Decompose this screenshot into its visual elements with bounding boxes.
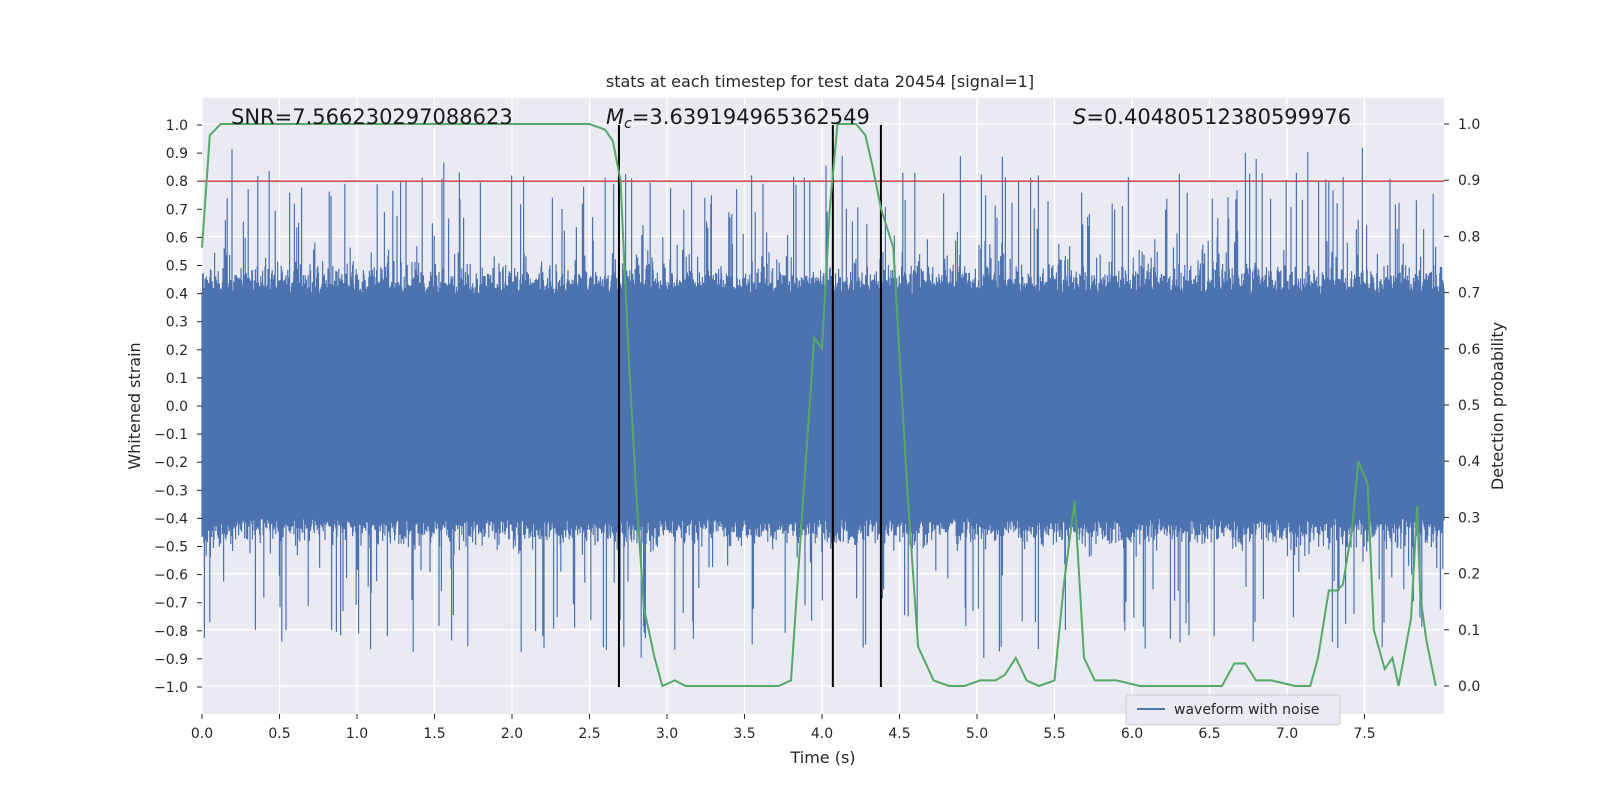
y2-tick-label: 0.7 [1458,286,1480,302]
x-tick-label: 3.5 [733,726,755,742]
x-tick-label: 7.0 [1276,726,1298,742]
x-tick-label: 7.5 [1353,726,1375,742]
y-tick-label: 0.8 [166,174,188,190]
legend-box [1125,694,1341,726]
chirp-mass-symbol: M [606,105,624,129]
y-tick-label: 1.0 [166,118,188,134]
y-tick-label: −0.6 [154,568,188,584]
chirp-mass-annotation: Mc=3.639194965362549 [606,105,870,132]
y2-tick-label: 0.0 [1458,679,1480,695]
y2-tick-label: 0.1 [1458,623,1480,639]
y-tick-label: −0.5 [154,540,188,556]
y2-tick-label: 1.0 [1458,117,1480,133]
y2-tick-label: 0.6 [1458,342,1480,358]
x-tick-label: 6.0 [1121,726,1143,742]
x-tick-label: 6.5 [1198,726,1220,742]
y-tick-label: 0.9 [166,146,188,162]
s-value: =0.40480512380599976 [1086,105,1351,129]
x-tick-label: 4.5 [888,726,910,742]
y-tick-label: 0.2 [166,343,188,359]
x-tick-label: 2.0 [501,726,523,742]
x-tick-label: 0.0 [191,726,213,742]
y-tick-label: 0.7 [166,202,188,218]
x-axis-label: Time (s) [789,748,855,767]
x-tick-label: 5.5 [1043,726,1065,742]
y-tick-label: 0.6 [166,230,188,246]
y-tick-label: −0.4 [154,511,188,527]
y2-tick-label: 0.3 [1458,510,1480,526]
x-tick-label: 2.5 [578,726,600,742]
y-tick-label: −0.2 [154,455,188,471]
y-tick-label: 0.3 [166,315,188,331]
x-tick-label: 4.0 [811,726,833,742]
y2-tick-label: 0.8 [1458,229,1480,245]
y2-axis-label: Detection probability [1488,322,1507,490]
y-axis-label: Whitened strain [125,342,144,469]
y-tick-label: −0.8 [154,624,188,640]
x-tick-label: 1.0 [346,726,368,742]
s-annotation: S=0.40480512380599976 [1073,105,1351,129]
y-tick-label: 0.1 [166,371,188,387]
y2-tick-label: 0.9 [1458,173,1480,189]
y-tick-label: −0.1 [154,427,188,443]
x-tick-label: 5.0 [966,726,988,742]
y2-tick-label: 0.2 [1458,567,1480,583]
chart-title: stats at each timestep for test data 204… [606,72,1034,91]
detection-probability-line [201,123,1437,688]
y-tick-label: −0.7 [154,596,188,612]
y-tick-label: −1.0 [154,680,188,696]
chirp-mass-value: =3.639194965362549 [632,105,870,129]
legend: waveform with noise [1125,694,1341,726]
snr-annotation: SNR=7.566230297088623 [231,105,513,129]
y-tick-label: −0.9 [154,652,188,668]
y2-tick-label: 0.5 [1458,398,1480,414]
strain-waveform [201,147,1445,658]
chirp-mass-subscript: c [624,116,632,132]
y-tick-label: 0.0 [166,399,188,415]
x-tick-label: 1.5 [423,726,445,742]
legend-label: waveform with noise [1174,702,1319,718]
y2-tick-label: 0.4 [1458,454,1480,470]
y-tick-label: 0.4 [166,287,188,303]
y-tick-label: −0.3 [154,483,188,499]
x-tick-label: 0.5 [268,726,290,742]
s-symbol: S [1073,105,1086,129]
y-tick-label: 0.5 [166,259,188,275]
x-tick-label: 3.0 [656,726,678,742]
